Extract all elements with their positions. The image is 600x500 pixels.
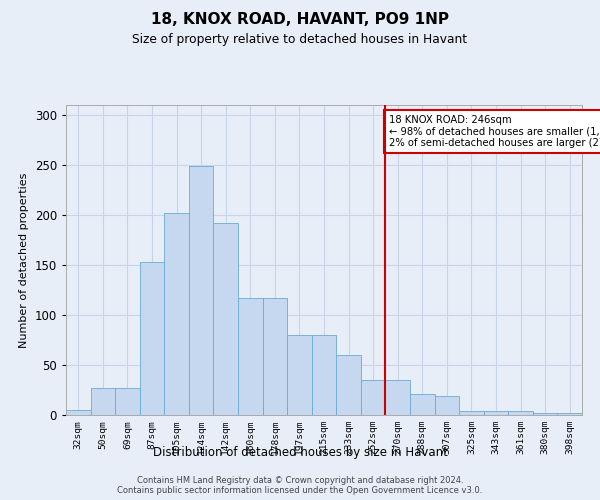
Bar <box>91 388 115 415</box>
Bar <box>189 166 214 415</box>
Text: Contains HM Land Registry data © Crown copyright and database right 2024.
Contai: Contains HM Land Registry data © Crown c… <box>118 476 482 495</box>
Bar <box>410 394 434 415</box>
Bar <box>263 298 287 415</box>
Y-axis label: Number of detached properties: Number of detached properties <box>19 172 29 348</box>
Bar <box>361 380 385 415</box>
Bar <box>164 213 189 415</box>
Text: 18, KNOX ROAD, HAVANT, PO9 1NP: 18, KNOX ROAD, HAVANT, PO9 1NP <box>151 12 449 28</box>
Bar <box>140 262 164 415</box>
Bar <box>336 355 361 415</box>
Text: Distribution of detached houses by size in Havant: Distribution of detached houses by size … <box>152 446 448 459</box>
Bar <box>287 335 312 415</box>
Bar <box>115 388 140 415</box>
Bar <box>214 223 238 415</box>
Bar <box>385 380 410 415</box>
Text: 18 KNOX ROAD: 246sqm
← 98% of detached houses are smaller (1,146)
2% of semi-det: 18 KNOX ROAD: 246sqm ← 98% of detached h… <box>389 115 600 148</box>
Bar <box>66 410 91 415</box>
Text: Size of property relative to detached houses in Havant: Size of property relative to detached ho… <box>133 32 467 46</box>
Bar <box>312 335 336 415</box>
Bar <box>557 413 582 415</box>
Bar <box>533 413 557 415</box>
Bar <box>459 411 484 415</box>
Bar <box>238 298 263 415</box>
Bar <box>434 396 459 415</box>
Bar <box>484 411 508 415</box>
Bar <box>508 411 533 415</box>
